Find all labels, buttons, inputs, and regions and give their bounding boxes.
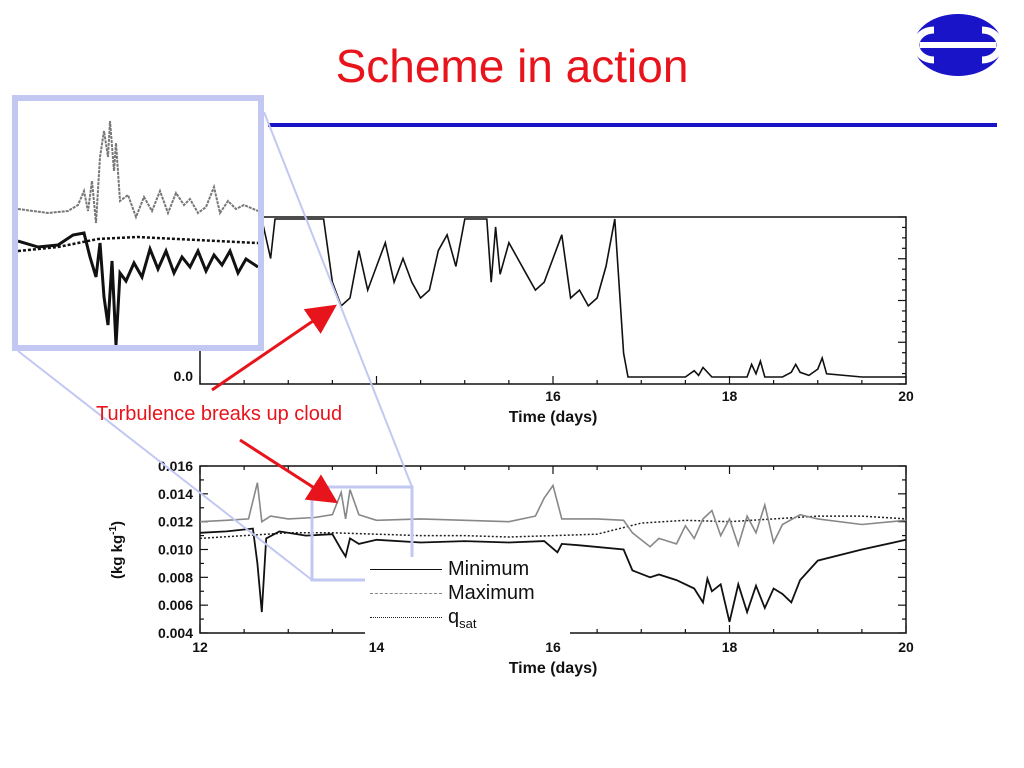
ecmwf-logo-icon bbox=[912, 14, 1004, 76]
legend-label-minimum: Minimum bbox=[448, 558, 530, 580]
bottom-y-tick-label: 0.006 bbox=[158, 597, 193, 613]
top-chart: 0.0 16 18 20 Time (days) bbox=[174, 216, 914, 426]
bottom-x-tick-label: 18 bbox=[722, 639, 738, 655]
title-rule bbox=[268, 123, 997, 127]
bottom-y-tick-label: 0.016 bbox=[158, 458, 193, 474]
bottom-y-tick-label: 0.014 bbox=[158, 486, 193, 502]
bottom-y-axis-label: (kg kg-1) bbox=[108, 521, 126, 579]
bottom-y-tick-label: 0.004 bbox=[158, 625, 193, 641]
bottom-y-tick-label: 0.008 bbox=[158, 569, 193, 585]
series-qsat-line bbox=[199, 515, 907, 540]
bottom-y-tick-label: 0.010 bbox=[158, 542, 193, 558]
top-y-tick-label: 0.0 bbox=[174, 368, 194, 384]
legend-label-maximum: Maximum bbox=[448, 582, 535, 604]
slide-title: Scheme in action bbox=[335, 40, 689, 92]
top-x-axis-label: Time (days) bbox=[509, 409, 598, 426]
top-x-tick-label: 18 bbox=[722, 388, 738, 404]
series-maximum-line bbox=[199, 482, 907, 548]
top-chart-frame bbox=[199, 216, 907, 385]
bottom-x-tick-label: 12 bbox=[192, 639, 208, 655]
top-x-tick-label: 20 bbox=[898, 388, 914, 404]
zoom-region-box bbox=[310, 485, 414, 582]
top-chart-series-line bbox=[200, 218, 906, 378]
bottom-x-axis-label: Time (days) bbox=[509, 660, 598, 677]
arrow-to-top-chart bbox=[211, 304, 337, 392]
zoom-minimum-line bbox=[17, 231, 259, 346]
series-minimum-line bbox=[199, 527, 907, 623]
zoom-connector-line bbox=[17, 350, 313, 581]
bottom-x-tick-label: 14 bbox=[369, 639, 385, 655]
arrow-to-bottom-chart bbox=[239, 438, 339, 504]
bottom-x-tick-label: 20 bbox=[898, 639, 914, 655]
callout-text: Turbulence breaks up cloud bbox=[96, 403, 343, 425]
zoom-inset-plot bbox=[17, 120, 259, 346]
bottom-x-tick-label: 16 bbox=[545, 639, 561, 655]
bottom-chart: 0.004 0.006 0.008 0.010 0.012 0.014 0.016 12 14… bbox=[108, 458, 914, 677]
top-x-tick-label: 16 bbox=[545, 388, 561, 404]
legend-label-qsat: qsat bbox=[448, 606, 477, 631]
bottom-y-tick-label: 0.012 bbox=[158, 514, 193, 530]
zoom-maximum-line bbox=[17, 120, 259, 224]
zoom-inset bbox=[12, 95, 264, 351]
chart-legend: Minimum Maximum qsat bbox=[365, 557, 570, 637]
zoom-qsat-line bbox=[17, 235, 259, 253]
zoom-connector-line bbox=[263, 111, 413, 488]
